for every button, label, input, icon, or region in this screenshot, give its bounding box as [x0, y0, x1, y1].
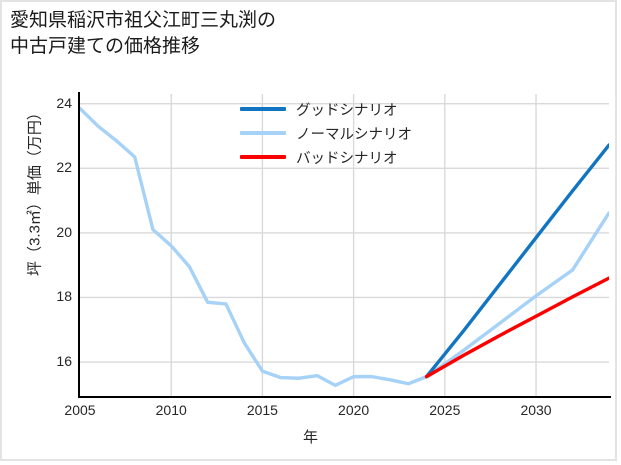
page-title: 愛知県稲沢市祖父江町三丸渕の 中古戸建ての価格推移 [10, 10, 277, 57]
legend-item[interactable]: グッドシナリオ [240, 97, 470, 121]
x-tick-label: 2015 [246, 402, 278, 418]
x-tick-label: 2010 [155, 402, 187, 418]
plot-area [80, 94, 609, 396]
y-tick-value: 16 [56, 353, 72, 370]
legend-label: ノーマルシナリオ [296, 126, 412, 143]
x-tick-label: 2020 [338, 402, 370, 418]
legend-item[interactable]: バッドシナリオ [240, 145, 470, 169]
legend-item[interactable]: ノーマルシナリオ [240, 121, 470, 145]
series-lines [80, 106, 609, 388]
x-tick-label: 2030 [520, 402, 552, 418]
y-tick-value: 24 [56, 94, 72, 111]
series-line [424, 143, 609, 379]
x-tick-label: 2025 [429, 402, 461, 418]
legend-color-swatch [240, 155, 286, 159]
y-axis-line [78, 92, 80, 398]
y-tick-value: 18 [56, 288, 72, 305]
y-tick-label: 18 [40, 288, 72, 304]
plot-svg [80, 94, 609, 396]
legend-label: グッドシナリオ [296, 102, 398, 119]
y-tick-label: 20 [40, 224, 72, 240]
series-line [424, 276, 609, 379]
legend-color-swatch [240, 107, 286, 111]
x-axis-label: 年 [302, 429, 318, 446]
series-line [80, 106, 609, 388]
y-tick-value: 22 [56, 159, 72, 176]
y-tick-label: 16 [40, 353, 72, 369]
x-tick-label: 2005 [64, 402, 96, 418]
y-axis-label: 坪（3.3㎡）単価（万円） [26, 105, 44, 276]
y-tick-label: 24 [40, 95, 72, 111]
x-axis-line [78, 396, 611, 398]
legend-label: バッドシナリオ [296, 150, 398, 167]
y-tick-value: 20 [56, 223, 72, 240]
y-tick-label: 22 [40, 159, 72, 175]
chart-legend: グッドシナリオ ノーマルシナリオ バッドシナリオ [240, 97, 470, 169]
legend-color-swatch [240, 131, 286, 135]
